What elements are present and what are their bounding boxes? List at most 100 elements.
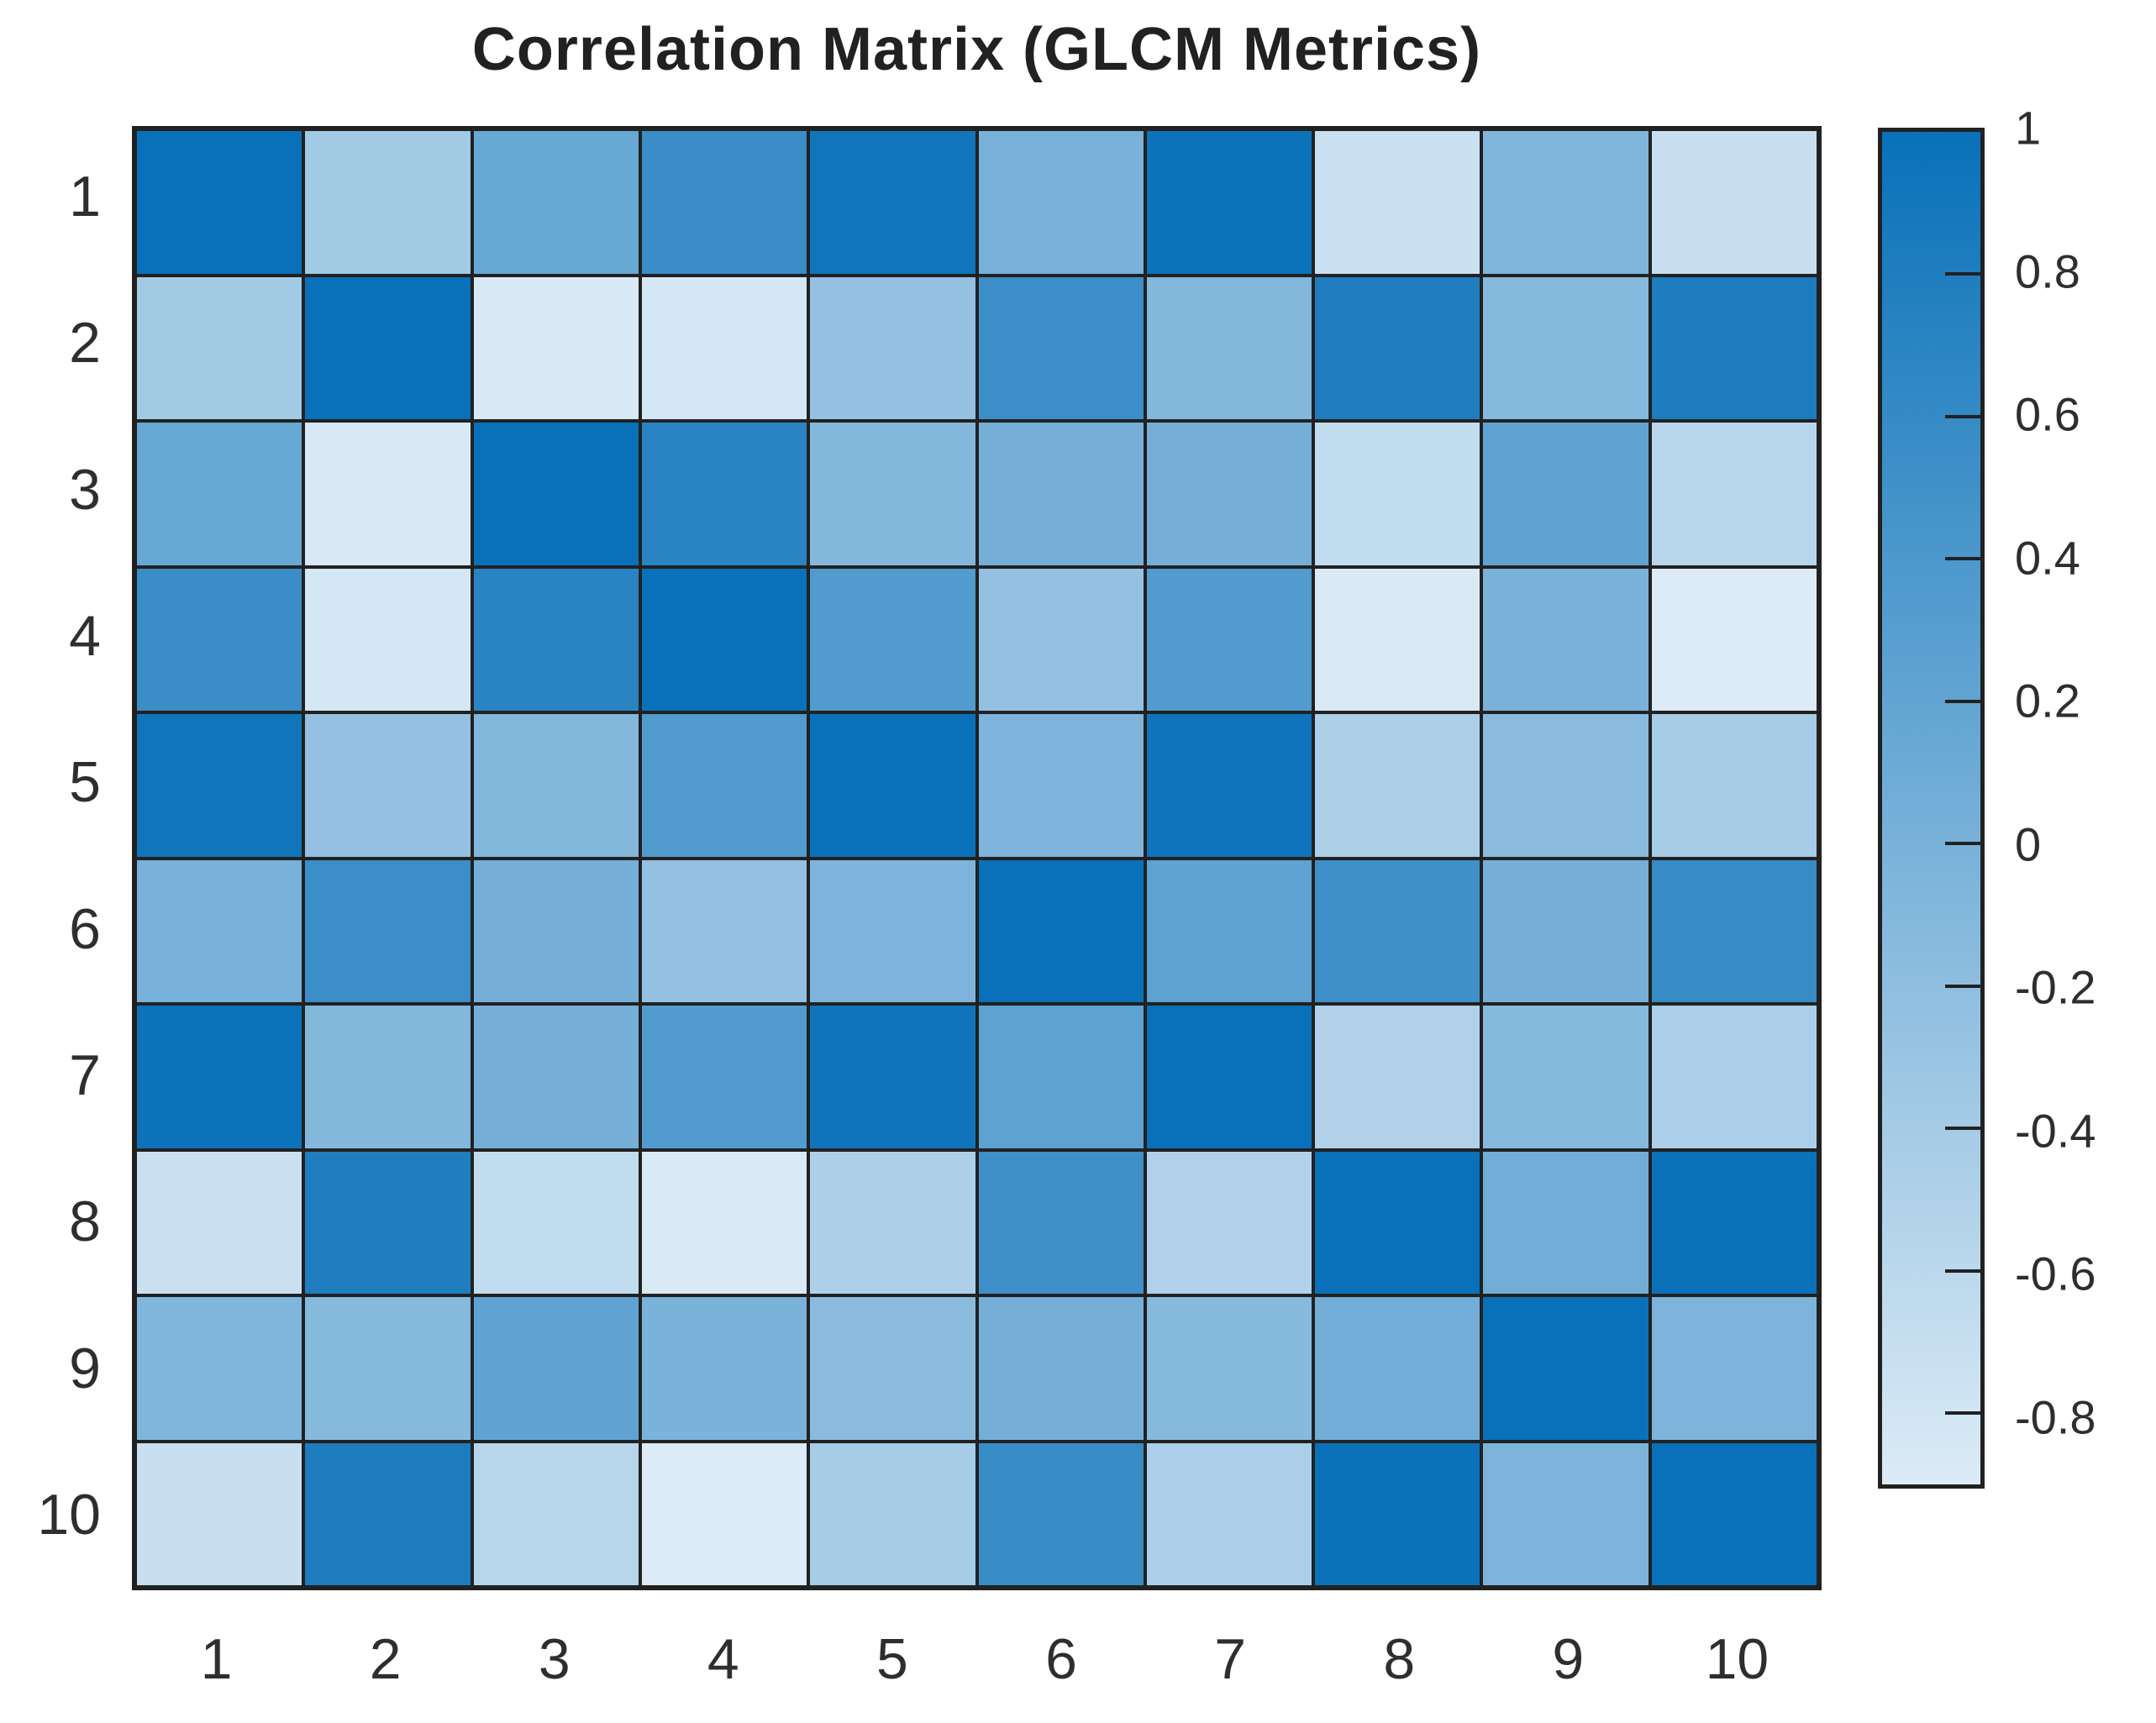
heatmap-cell (1651, 1442, 1817, 1585)
heatmap-cell (641, 568, 807, 711)
heatmap-cell (1483, 276, 1649, 419)
x-axis-tick-label: 8 (1383, 1627, 1416, 1691)
heatmap-cell (473, 423, 639, 565)
colorbar-tick-label: -0.6 (2015, 1247, 2096, 1300)
colorbar-tick-label: 0 (2015, 817, 2042, 871)
x-axis-tick-label: 7 (1214, 1627, 1247, 1691)
heatmap-cell (137, 859, 302, 1002)
heatmap-cell (473, 1151, 639, 1294)
heatmap-cell (1483, 1151, 1649, 1294)
heatmap-cell (810, 1006, 975, 1148)
colorbar-tick-mark (1945, 415, 1980, 418)
colorbar-tick-mark (1945, 842, 1980, 845)
colorbar-tick-label: 0.6 (2015, 387, 2080, 441)
y-axis-tick-label: 8 (69, 1190, 101, 1254)
heatmap-cell (305, 714, 471, 857)
colorbar-tick-mark (1945, 1269, 1980, 1273)
heatmap-cell (641, 1297, 807, 1440)
heatmap-cell (1315, 1006, 1480, 1148)
y-axis-tick-label: 3 (69, 457, 101, 522)
heatmap-cell (810, 131, 975, 274)
y-axis-tick-label: 2 (69, 311, 101, 376)
heatmap-cell (978, 276, 1144, 419)
heatmap-cell (1146, 1442, 1312, 1585)
heatmap-cell (1146, 423, 1312, 565)
heatmap-cell (978, 859, 1144, 1002)
heatmap-cell (137, 714, 302, 857)
heatmap-cell (1315, 1442, 1480, 1585)
heatmap-cell (473, 859, 639, 1002)
y-axis-tick-label: 4 (69, 603, 101, 668)
heatmap-cell (1146, 714, 1312, 857)
heatmap-cell (305, 568, 471, 711)
colorbar-tick-label: 0.8 (2015, 244, 2080, 298)
heatmap-cell (1146, 1297, 1312, 1440)
heatmap-cell (1651, 276, 1817, 419)
heatmap-cell (473, 1442, 639, 1585)
heatmap-cell (473, 276, 639, 419)
heatmap-cell (810, 568, 975, 711)
colorbar-tick-mark (1945, 1127, 1980, 1130)
heatmap-cell (473, 714, 639, 857)
heatmap-cell (1651, 859, 1817, 1002)
heatmap-cell (641, 714, 807, 857)
chart-title: Correlation Matrix (GLCM Metrics) (471, 16, 1482, 83)
heatmap-cell (1146, 131, 1312, 274)
heatmap-cell (1315, 131, 1480, 274)
heatmap-cell (1146, 1151, 1312, 1294)
heatmap-cell (305, 276, 471, 419)
colorbar-tick-mark (1945, 985, 1980, 988)
heatmap-cell (1315, 1151, 1480, 1294)
x-axis-tick-label: 1 (200, 1627, 233, 1691)
colorbar-tick-label: -0.2 (2015, 960, 2096, 1014)
heatmap-cell (473, 1297, 639, 1440)
heatmap-cell (473, 1006, 639, 1148)
heatmap-cell (305, 1297, 471, 1440)
heatmap-cell (641, 131, 807, 274)
colorbar-tick-mark (1945, 700, 1980, 703)
heatmap-cell (641, 1151, 807, 1294)
heatmap-cell (137, 1006, 302, 1148)
heatmap-cell (305, 1442, 471, 1585)
heatmap-cell (137, 568, 302, 711)
heatmap-cell (1651, 131, 1817, 274)
heatmap-cell (1651, 714, 1817, 857)
heatmap-cell (305, 423, 471, 565)
colorbar-tick-label: -0.4 (2015, 1104, 2096, 1158)
colorbar (1878, 128, 1985, 1489)
heatmap-cell (810, 1297, 975, 1440)
heatmap-cell (1483, 568, 1649, 711)
x-axis-tick-label: 5 (876, 1627, 908, 1691)
heatmap-cell (137, 1151, 302, 1294)
heatmap-cell (1483, 1442, 1649, 1585)
heatmap-cell (1315, 423, 1480, 565)
heatmap-cell (137, 276, 302, 419)
heatmap-cell (1146, 568, 1312, 711)
heatmap-cell (1651, 1151, 1817, 1294)
heatmap-cell (137, 1297, 302, 1440)
heatmap-cell (978, 1297, 1144, 1440)
heatmap-cell (810, 1151, 975, 1294)
heatmap-cell (810, 276, 975, 419)
colorbar-tick-label: 0.4 (2015, 531, 2080, 585)
heatmap-cell (1146, 859, 1312, 1002)
heatmap-cell (978, 131, 1144, 274)
heatmap-cell (1146, 276, 1312, 419)
x-axis-tick-label: 3 (538, 1627, 571, 1691)
x-axis-tick-label: 6 (1045, 1627, 1077, 1691)
heatmap-cell (305, 859, 471, 1002)
heatmap-cell (137, 423, 302, 565)
heatmap-cell (810, 423, 975, 565)
colorbar-tick-label: 0.2 (2015, 674, 2080, 728)
y-axis-tick-label: 1 (69, 165, 101, 229)
heatmap-cell (641, 859, 807, 1002)
x-axis-tick-label: 4 (707, 1627, 739, 1691)
y-axis-tick-label: 6 (69, 896, 101, 961)
heatmap-cell (473, 131, 639, 274)
heatmap-cell (1315, 276, 1480, 419)
colorbar-tick-mark (1945, 272, 1980, 276)
heatmap-cell (978, 568, 1144, 711)
heatmap-cell (1483, 1297, 1649, 1440)
heatmap-cell (305, 131, 471, 274)
